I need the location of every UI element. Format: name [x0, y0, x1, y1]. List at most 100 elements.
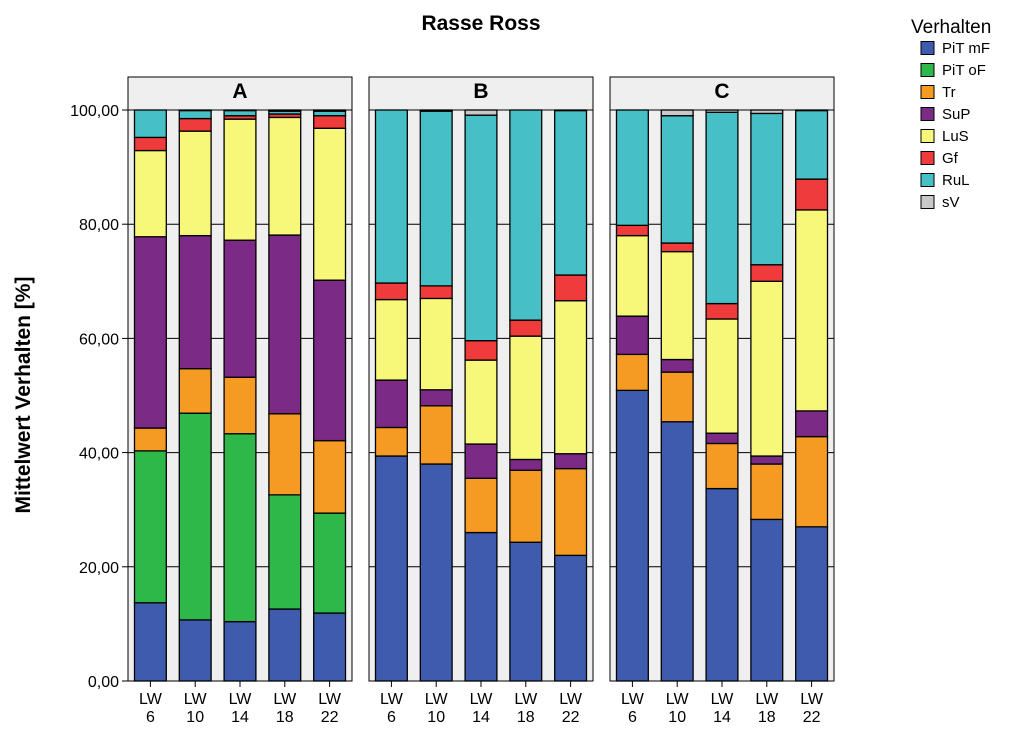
legend-label-PiToF: PiT oF: [942, 62, 986, 79]
bar-segment-B-LW6-Tr: [374, 426, 408, 457]
y-axis-label: Mittelwert Verhalten [%]: [12, 277, 35, 514]
bar-segment-B-LW10-PiTmF: [419, 463, 453, 682]
bar-segment-C-LW14-sV: [705, 109, 739, 113]
bar-segment-A-LW10-Gf: [178, 117, 212, 132]
legend-label-Gf: Gf: [942, 150, 959, 167]
bar-segment-A-LW10-Tr: [178, 368, 212, 414]
bar-segment-A-LW14-PiTmF: [223, 620, 257, 682]
legend-swatch-LuS: [920, 129, 935, 143]
bar-segment-C-LW6-RuL: [615, 109, 649, 226]
bar-segment-B-LW22-SuP: [554, 453, 588, 470]
bar-segment-C-LW18-Tr: [750, 463, 784, 521]
x-tick-label: 14: [713, 709, 731, 726]
bar-segment-A-LW10-sV: [178, 109, 212, 112]
bar-segment-A-LW14-sV: [223, 109, 257, 112]
bar-segment-B-LW10-SuP: [419, 389, 453, 407]
bar-segment-A-LW18-PiToF: [268, 494, 302, 610]
x-tick-label: LW: [711, 691, 735, 708]
x-tick-label: LW: [559, 691, 583, 708]
facet-header-A: [127, 76, 353, 111]
bar-segment-C-LW18-PiTmF: [750, 518, 784, 682]
bar-segment-C-LW10-SuP: [660, 358, 694, 373]
x-tick-label: LW: [273, 691, 297, 708]
x-tick-label: LW: [755, 691, 779, 708]
x-tick-label: LW: [514, 691, 538, 708]
bar-segment-C-LW10-PiTmF: [660, 421, 694, 682]
y-tick-label: 80,00: [79, 217, 119, 234]
bar-segment-C-LW6-LuS: [615, 234, 649, 317]
bar-segment-B-LW22-PiTmF: [554, 554, 588, 682]
bar-segment-A-LW14-LuS: [223, 118, 257, 241]
legend: Verhalten PiT mF PiT oF Tr SuP LuS Gf RuL sV: [911, 17, 991, 211]
legend-swatch-sV: [920, 195, 935, 209]
bar-segment-A-LW22-PiToF: [313, 512, 347, 614]
bar-segment-C-LW22-PiTmF: [795, 526, 829, 682]
bar-segment-A-LW10-PiTmF: [178, 619, 212, 682]
legend-label-PiTmF: PiT mF: [942, 40, 990, 57]
bar-segment-A-LW22-Tr: [313, 439, 347, 514]
bar-segment-A-LW10-SuP: [178, 234, 212, 370]
y-tick-label: 60,00: [79, 331, 119, 348]
x-tick-label: LW: [621, 691, 645, 708]
legend-title: Verhalten: [911, 17, 991, 38]
x-tick-label: 22: [321, 709, 339, 726]
legend-label-LuS: LuS: [942, 128, 969, 145]
bar-segment-B-LW22-Gf: [554, 274, 588, 302]
bar-segment-A-LW18-Tr: [268, 413, 302, 496]
bar-segment-C-LW22-RuL: [795, 109, 829, 180]
y-tick-label: 40,00: [79, 446, 119, 463]
bar-segment-C-LW14-SuP: [705, 432, 739, 445]
legend-label-SuP: SuP: [942, 106, 970, 123]
bar-segment-C-LW22-Tr: [795, 435, 829, 528]
x-tick-label: LW: [184, 691, 208, 708]
bar-segment-B-LW18-Gf: [509, 319, 543, 337]
legend-label-RuL: RuL: [942, 172, 970, 189]
x-tick-label: LW: [139, 691, 163, 708]
bar-segment-C-LW22-SuP: [795, 410, 829, 438]
bar-segment-C-LW6-PiTmF: [615, 389, 649, 682]
bar-segment-C-LW22-Gf: [795, 178, 829, 211]
bar-segment-A-LW22-Gf: [313, 115, 347, 129]
x-tick-label: LW: [318, 691, 342, 708]
chart-title: Rasse Ross: [421, 12, 540, 35]
legend-swatch-SuP: [920, 107, 935, 121]
legend-swatch-PiToF: [920, 63, 935, 77]
bar-segment-B-LW18-RuL: [509, 109, 543, 321]
bar-segment-B-LW22-sV: [554, 109, 588, 112]
bar-segment-A-LW14-PiToF: [223, 433, 257, 623]
bar-segment-C-LW14-RuL: [705, 111, 739, 305]
x-tick-label: 10: [186, 709, 204, 726]
facet-label-B: B: [473, 80, 488, 103]
y-tick-label: 0,00: [88, 674, 119, 691]
bar-segment-C-LW10-Tr: [660, 371, 694, 423]
y-tick-label: 100,00: [70, 103, 119, 120]
bar-segment-B-LW14-RuL: [464, 114, 498, 342]
legend-swatch-PiTmF: [920, 41, 935, 55]
plot-layer: ALW6LW10LW14LW18LW22BLW6LW10LW14LW18LW22…: [70, 76, 835, 726]
legend-swatch-Tr: [920, 85, 935, 99]
facet-header-C: [609, 76, 835, 111]
x-tick-label: LW: [380, 691, 404, 708]
bar-segment-A-LW22-RuL: [313, 110, 347, 117]
bar-segment-B-LW14-Tr: [464, 477, 498, 534]
x-tick-label: 14: [231, 709, 249, 726]
bar-segment-A-LW18-PiTmF: [268, 608, 302, 682]
facet-label-A: A: [232, 80, 247, 103]
legend-label-sV: sV: [942, 194, 960, 211]
bar-segment-C-LW14-LuS: [705, 318, 739, 434]
bar-segment-C-LW18-RuL: [750, 112, 784, 266]
bar-segment-A-LW6-Gf: [133, 136, 167, 152]
x-tick-label: 6: [628, 709, 637, 726]
x-tick-label: LW: [800, 691, 824, 708]
legend-label-Tr: Tr: [942, 84, 956, 101]
x-tick-label: 10: [668, 709, 686, 726]
facet-label-C: C: [714, 80, 729, 103]
y-tick-label: 20,00: [79, 560, 119, 577]
bar-segment-A-LW10-LuS: [178, 130, 212, 237]
x-tick-label: LW: [425, 691, 449, 708]
bar-segment-A-LW22-SuP: [313, 279, 347, 442]
bar-segment-B-LW18-SuP: [509, 458, 543, 471]
legend-swatch-RuL: [920, 173, 935, 187]
